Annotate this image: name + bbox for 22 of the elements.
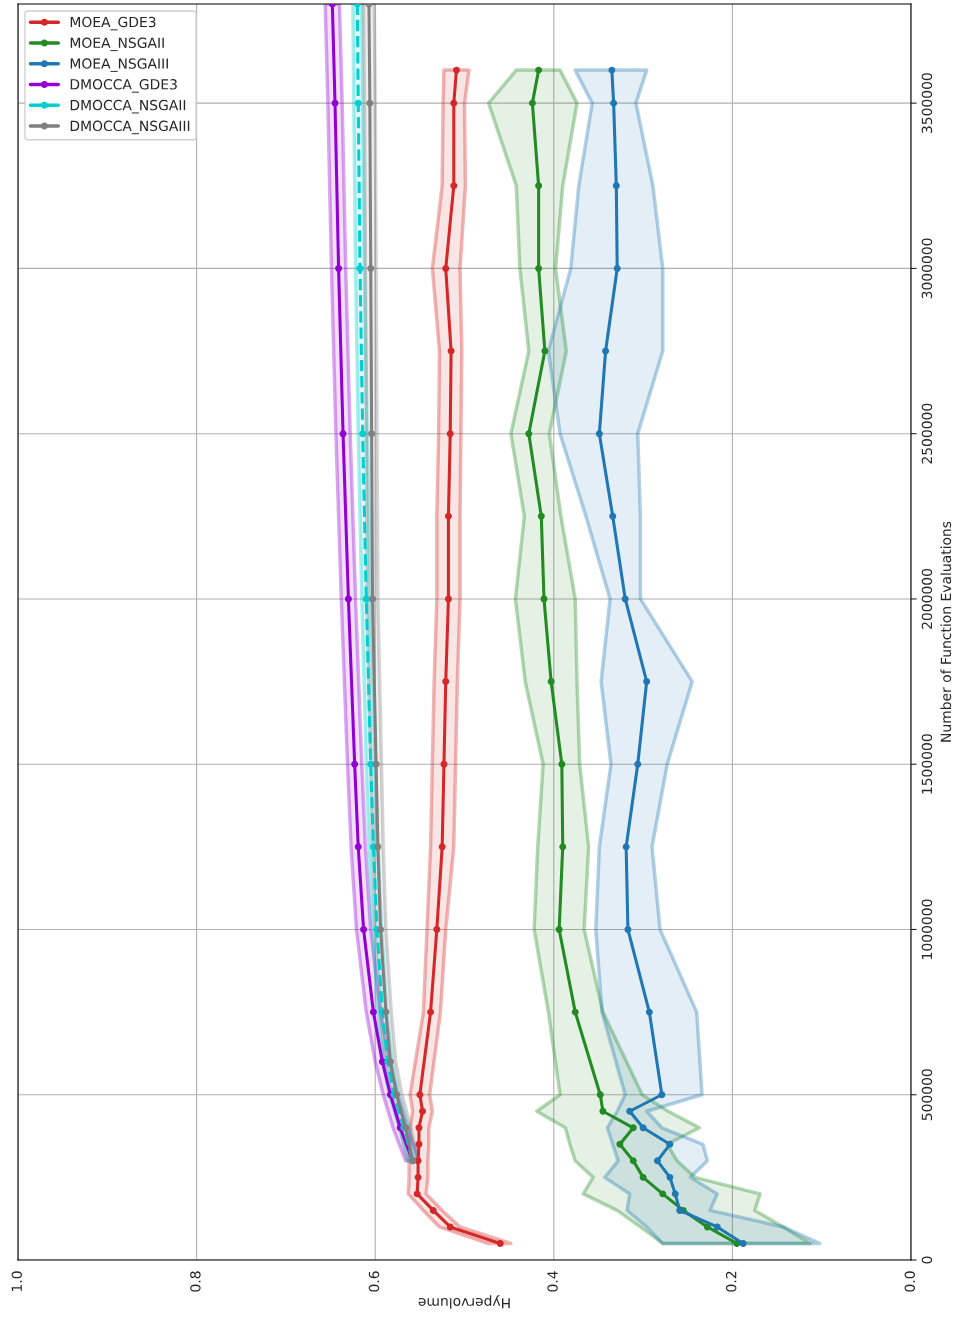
- legend-label: MOEA_NSGAII: [70, 37, 164, 52]
- y-tick-label: 2500000: [921, 403, 933, 464]
- legend-label: MOEA_NSGAIII: [70, 58, 168, 72]
- legend-label: DMOCCA_NSGAIII: [70, 120, 190, 135]
- y-axis-title: Number of Function Evaluations: [940, 521, 952, 742]
- y-tick-label: 3500000: [921, 73, 933, 134]
- x-tick-label: 0.4: [547, 1271, 558, 1292]
- y-tick-label: 3000000: [921, 238, 933, 299]
- y-tick-label: 0: [921, 1256, 933, 1264]
- y-tick-label: 500000: [921, 1069, 933, 1121]
- x-tick-label: 0.8: [190, 1271, 201, 1292]
- legend-label: MOEA_GDE3: [70, 16, 156, 31]
- y-tick-label: 1000000: [921, 899, 933, 959]
- y-tick-label: 2000000: [921, 568, 933, 629]
- legend-label: DMOCCA_NSGAII: [70, 99, 186, 114]
- y-tick-label: 1500000: [921, 734, 933, 794]
- x-tick-label: 0.0: [904, 1271, 916, 1292]
- x-tick-label: 0.6: [368, 1271, 380, 1292]
- x-tick-label: 0.2: [725, 1271, 737, 1292]
- x-tick-label: 1.0: [11, 1271, 23, 1291]
- x-axis-title: Hypervolume: [418, 1295, 510, 1309]
- legend-label: DMOCCA_GDE3: [70, 79, 177, 93]
